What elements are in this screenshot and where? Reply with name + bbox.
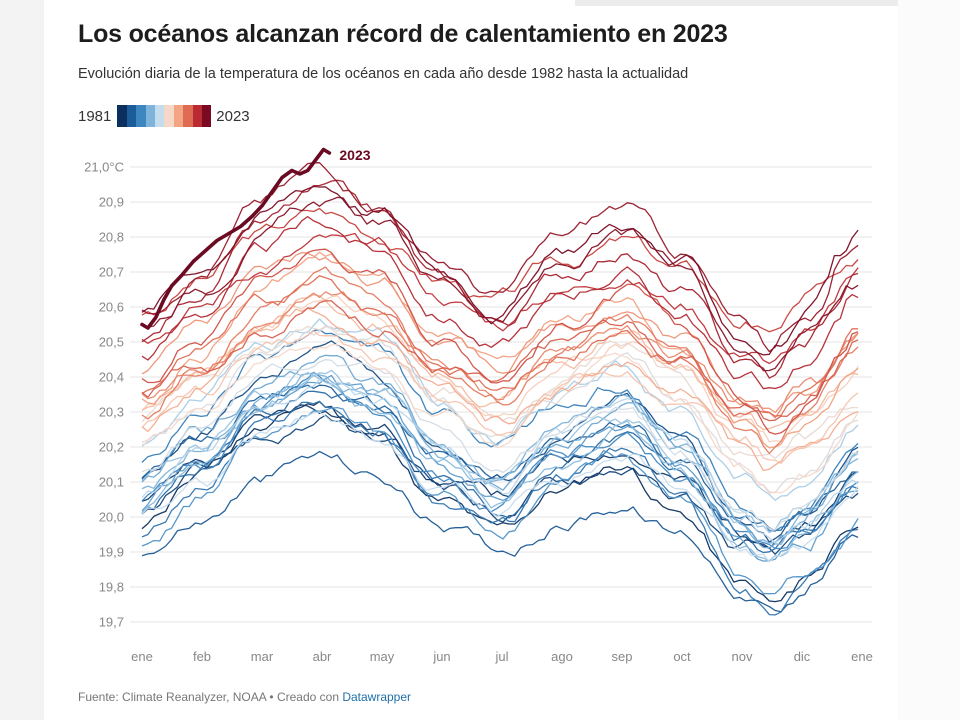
y-tick-label: 19,7: [99, 615, 124, 630]
year-line-1986: [141, 450, 859, 613]
highlight-series-label: 2023: [339, 147, 370, 163]
highlight-line-2023: [140, 147, 332, 330]
year-line-2015: [141, 248, 859, 435]
year-line-2014: [141, 300, 859, 422]
legend-swatch: [145, 105, 155, 127]
x-tick-label: feb: [193, 649, 211, 664]
year-series: [141, 162, 859, 616]
right-gutter: [898, 0, 960, 720]
year-line-1990: [141, 329, 859, 532]
legend-start-label: 1981: [78, 107, 112, 125]
left-gutter: [0, 0, 44, 720]
y-tick-label: 20,2: [99, 440, 124, 455]
legend-color-scale: [117, 105, 212, 127]
year-line-2010: [141, 251, 859, 414]
color-legend: 1981 2023: [78, 104, 250, 128]
legend-swatch: [201, 105, 212, 127]
y-axis-ticks: 21,0°C 20,9 20,8 20,7 20,6 20,5 20,4 20,3 20,2 20…: [84, 160, 124, 630]
legend-swatch: [117, 105, 127, 127]
year-line-1994: [141, 354, 859, 544]
legend-swatch: [192, 105, 202, 127]
year-line-1998: [141, 318, 859, 501]
footer-source: Fuente: Climate Reanalyzer, NOAA • Cread…: [78, 690, 343, 704]
chart-title: Los océanos alcanzan récord de calentami…: [78, 20, 728, 48]
year-line-2022: [141, 185, 859, 356]
x-tick-label: jul: [494, 649, 508, 664]
year-line-2011: [141, 291, 859, 419]
legend-swatch: [154, 105, 165, 127]
legend-swatch: [136, 105, 146, 127]
y-tick-label: 20,3: [99, 405, 124, 420]
year-line-2013: [141, 275, 859, 417]
year-line-1996: [141, 374, 859, 562]
y-tick-label: 20,9: [99, 195, 124, 210]
year-line-2012: [141, 266, 859, 455]
y-tick-label: 21,0°C: [84, 160, 124, 175]
y-tick-label: 20,7: [99, 265, 124, 280]
year-line-2018: [141, 215, 859, 390]
year-line-2009: [141, 251, 859, 449]
x-tick-label: ene: [851, 649, 873, 664]
x-tick-label: nov: [732, 649, 753, 664]
footer: Fuente: Climate Reanalyzer, NOAA • Cread…: [78, 690, 411, 704]
year-line-2001: [141, 358, 859, 531]
year-line-2020: [141, 162, 859, 353]
year-line-2006: [141, 330, 859, 464]
x-tick-label: abr: [313, 649, 332, 664]
y-tick-label: 19,9: [99, 545, 124, 560]
year-line-1997: [141, 369, 859, 534]
y-tick-label: 20,5: [99, 335, 124, 350]
x-tick-label: jun: [432, 649, 450, 664]
legend-swatch: [173, 105, 184, 127]
x-tick-label: oct: [673, 649, 691, 664]
x-axis-ticks: ene feb mar abr may jun jul ago sep oct nov dic ene: [131, 649, 873, 664]
legend-swatch: [183, 105, 193, 127]
x-tick-label: ago: [551, 649, 573, 664]
legend-end-label: 2023: [216, 107, 250, 125]
datawrapper-link[interactable]: Datawrapper: [342, 690, 412, 704]
chart-subtitle: Evolución diaria de la temperatura de lo…: [78, 66, 689, 82]
x-tick-label: sep: [612, 649, 633, 664]
year-line-1983: [141, 404, 859, 549]
x-tick-label: may: [370, 649, 395, 664]
x-tick-label: ene: [131, 649, 153, 664]
year-line-2004: [141, 343, 859, 494]
x-tick-label: mar: [251, 649, 274, 664]
y-tick-label: 20,0: [99, 510, 124, 525]
grid-lines: [130, 166, 872, 623]
year-line-1999: [141, 379, 859, 544]
year-line-1989: [141, 400, 859, 616]
y-tick-label: 19,8: [99, 580, 124, 595]
year-line-2016: [141, 207, 859, 333]
y-tick-label: 20,1: [99, 475, 124, 490]
top-bar: [575, 0, 898, 6]
y-tick-label: 20,4: [99, 370, 124, 385]
highlight-series: 2023: [140, 147, 371, 330]
year-line-1992: [141, 406, 859, 595]
year-line-2021: [141, 196, 859, 372]
year-line-1984: [141, 414, 859, 555]
year-line-2008: [141, 307, 859, 472]
year-line-2000: [141, 411, 859, 563]
legend-swatch: [164, 105, 174, 127]
legend-swatch: [126, 105, 137, 127]
year-line-2019: [141, 179, 859, 379]
y-tick-label: 20,6: [99, 300, 124, 315]
x-tick-label: dic: [794, 649, 811, 664]
year-line-2017: [141, 232, 859, 365]
y-tick-label: 20,8: [99, 230, 124, 245]
year-line-1982: [141, 400, 859, 603]
